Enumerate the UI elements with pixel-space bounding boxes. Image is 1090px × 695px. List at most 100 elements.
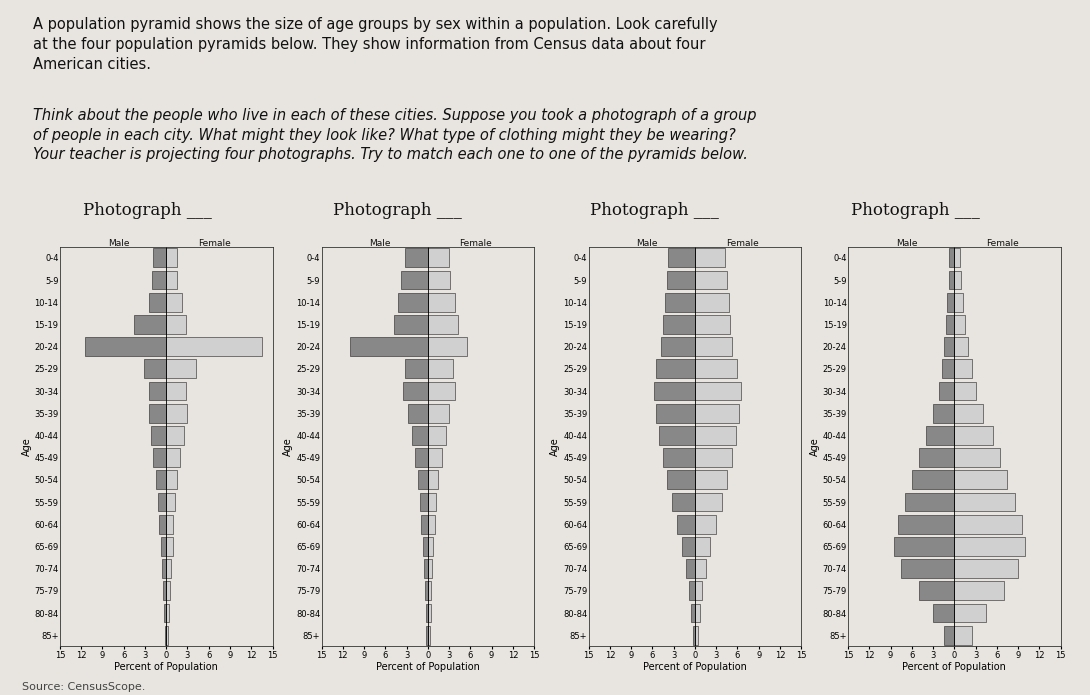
Bar: [944, 337, 955, 356]
Bar: [426, 626, 428, 645]
Bar: [150, 426, 167, 445]
Bar: [695, 559, 705, 578]
Bar: [423, 537, 428, 556]
Bar: [955, 337, 969, 356]
Bar: [350, 337, 428, 356]
Bar: [167, 559, 171, 578]
Bar: [167, 315, 186, 334]
Bar: [955, 248, 960, 268]
Bar: [167, 626, 168, 645]
Bar: [134, 315, 167, 334]
Bar: [933, 604, 955, 623]
Bar: [167, 337, 262, 356]
Bar: [417, 471, 428, 489]
Bar: [165, 626, 167, 645]
Bar: [689, 582, 695, 600]
Bar: [677, 515, 695, 534]
Bar: [695, 604, 700, 623]
Bar: [955, 315, 965, 334]
Bar: [393, 315, 428, 334]
Y-axis label: Age: Age: [22, 437, 32, 456]
X-axis label: Percent of Population: Percent of Population: [376, 662, 480, 672]
Bar: [428, 448, 443, 467]
Bar: [667, 270, 695, 289]
Y-axis label: Age: Age: [810, 437, 820, 456]
Text: Male: Male: [108, 239, 129, 248]
Bar: [167, 515, 173, 534]
Bar: [949, 248, 955, 268]
Bar: [405, 248, 428, 268]
Bar: [659, 426, 695, 445]
Bar: [160, 537, 167, 556]
Text: Photograph ___: Photograph ___: [334, 202, 462, 219]
Bar: [167, 426, 184, 445]
Bar: [955, 359, 972, 378]
Bar: [425, 582, 428, 600]
Bar: [944, 626, 955, 645]
Bar: [894, 537, 955, 556]
Y-axis label: Age: Age: [283, 437, 293, 456]
Text: Photograph ___: Photograph ___: [851, 202, 980, 219]
Bar: [955, 426, 993, 445]
Bar: [942, 359, 955, 378]
Bar: [167, 382, 186, 400]
Bar: [919, 582, 955, 600]
Text: Think about the people who live in each of these cities. Suppose you took a phot: Think about the people who live in each …: [33, 108, 756, 163]
Bar: [665, 293, 695, 311]
Bar: [167, 270, 177, 289]
Bar: [428, 337, 467, 356]
Bar: [428, 471, 438, 489]
Bar: [162, 559, 167, 578]
Bar: [955, 515, 1021, 534]
Bar: [695, 537, 711, 556]
Bar: [401, 270, 428, 289]
Bar: [428, 382, 455, 400]
Bar: [162, 582, 167, 600]
Bar: [955, 471, 1007, 489]
Bar: [946, 315, 955, 334]
Text: Source: CensusScope.: Source: CensusScope.: [22, 682, 145, 692]
Bar: [405, 359, 428, 378]
Bar: [428, 515, 435, 534]
Text: Male: Male: [637, 239, 657, 248]
Bar: [167, 493, 174, 512]
Bar: [695, 582, 702, 600]
Bar: [691, 604, 695, 623]
Bar: [654, 382, 695, 400]
Bar: [424, 559, 428, 578]
Bar: [428, 626, 429, 645]
Bar: [905, 493, 955, 512]
Text: Photograph ___: Photograph ___: [83, 202, 211, 219]
Bar: [938, 382, 955, 400]
Bar: [947, 293, 955, 311]
Bar: [955, 382, 976, 400]
Bar: [663, 448, 695, 467]
Bar: [695, 315, 730, 334]
Bar: [955, 537, 1026, 556]
Bar: [428, 293, 455, 311]
Bar: [428, 493, 436, 512]
Bar: [919, 448, 955, 467]
Bar: [668, 248, 695, 268]
Bar: [673, 493, 695, 512]
Bar: [167, 537, 172, 556]
Bar: [156, 471, 167, 489]
Bar: [695, 359, 737, 378]
Text: Female: Female: [459, 239, 492, 248]
Bar: [428, 537, 434, 556]
Bar: [428, 315, 458, 334]
Bar: [428, 404, 449, 423]
Bar: [165, 604, 167, 623]
Bar: [695, 626, 698, 645]
Bar: [167, 582, 170, 600]
Bar: [148, 293, 167, 311]
Bar: [955, 626, 972, 645]
Bar: [667, 471, 695, 489]
X-axis label: Percent of Population: Percent of Population: [114, 662, 218, 672]
Text: Female: Female: [985, 239, 1018, 248]
Bar: [695, 337, 731, 356]
Y-axis label: Age: Age: [550, 437, 560, 456]
Bar: [85, 337, 167, 356]
Bar: [695, 293, 729, 311]
Bar: [154, 448, 167, 467]
